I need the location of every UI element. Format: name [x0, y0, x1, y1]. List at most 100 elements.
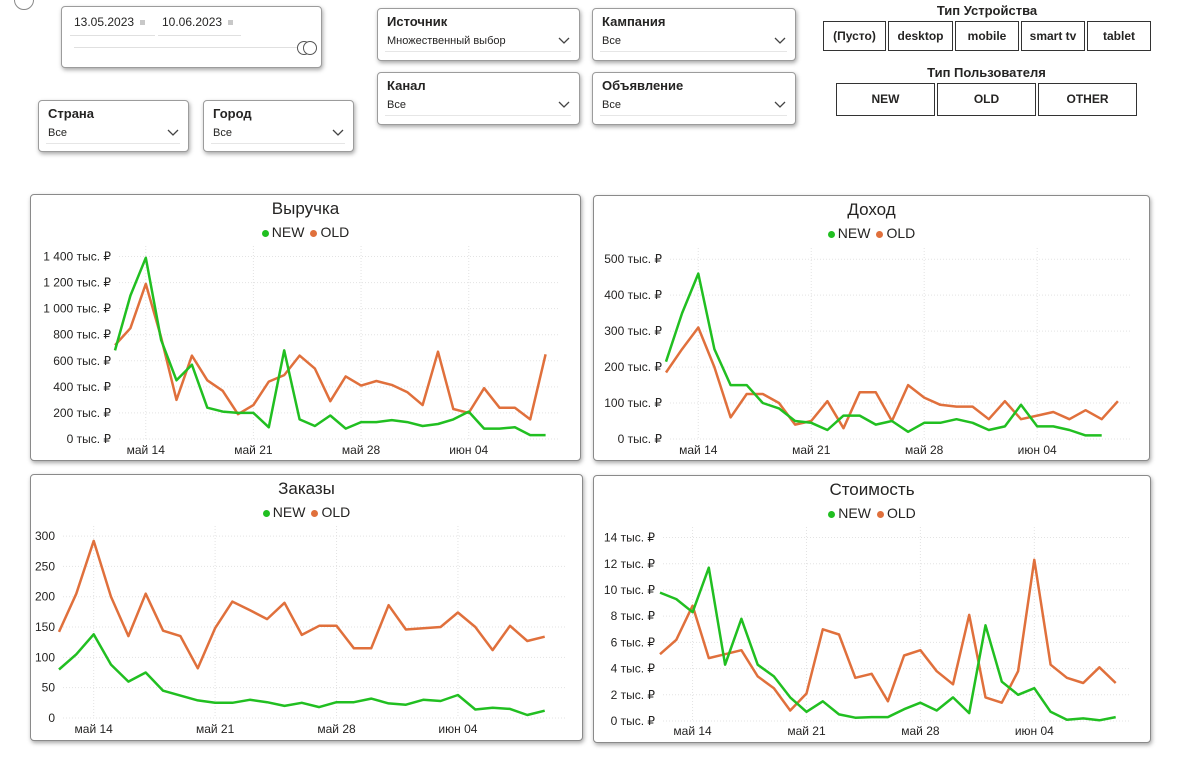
y-tick-label: 0 [48, 711, 55, 725]
slicer-title: Кампания [602, 14, 666, 29]
chevron-down-icon[interactable] [166, 125, 180, 139]
user-option-other[interactable]: OTHER [1038, 83, 1137, 116]
orders-chart[interactable]: Заказы NEW OLD май 14 май 21 май 28 июн 04 0 5… [30, 474, 583, 741]
x-tick-label: май 21 [792, 443, 831, 457]
legend-item-new[interactable]: NEW [261, 224, 304, 240]
slicer-title: Город [213, 106, 252, 121]
x-tick-label: май 28 [901, 724, 940, 738]
y-tick-label: 50 [42, 681, 56, 695]
slicer-title: Источник [387, 14, 448, 29]
start-date-field[interactable]: 13.05.2023 [70, 15, 155, 36]
series-line-old [659, 558, 1117, 712]
legend-label: OLD [886, 505, 916, 521]
y-tick-label: 6 тыс. ₽ [611, 635, 656, 649]
city-slicer[interactable]: Город Все [203, 100, 354, 152]
campaign-dropdown[interactable]: Все [600, 31, 787, 52]
source-dropdown[interactable]: Множественный выбор [385, 31, 571, 52]
chevron-down-icon[interactable] [773, 97, 787, 111]
chart-legend[interactable]: NEW OLD [31, 504, 582, 520]
legend-item-old[interactable]: OLD [310, 224, 349, 240]
y-tick-label: 800 тыс. ₽ [53, 328, 111, 342]
y-tick-label: 1 000 тыс. ₽ [43, 302, 111, 316]
calendar-icon[interactable] [140, 20, 146, 26]
series-line-new [58, 633, 545, 717]
legend-item-old[interactable]: OLD [876, 225, 915, 241]
y-tick-label: 14 тыс. ₽ [604, 531, 655, 545]
device-option-empty[interactable]: (Пусто) [823, 21, 886, 51]
device-option-desktop[interactable]: desktop [888, 21, 953, 51]
legend-item-new[interactable]: NEW [828, 505, 871, 521]
source-slicer[interactable]: Источник Множественный выбор [377, 8, 580, 61]
campaign-slicer[interactable]: Кампания Все [592, 8, 796, 61]
chart-legend[interactable]: NEW OLD [31, 224, 580, 240]
legend-item-new[interactable]: NEW [262, 504, 305, 520]
end-date: 10.06.2023 [162, 15, 223, 29]
y-tick-label: 400 тыс. ₽ [53, 380, 111, 394]
ad-slicer[interactable]: Объявление Все [592, 72, 796, 125]
chevron-down-icon[interactable] [557, 33, 571, 47]
slicer-title: Объявление [602, 78, 684, 93]
income-chart[interactable]: Доход NEW OLD май 14 май 21 май 28 июн 04 0 т… [593, 195, 1150, 461]
country-dropdown[interactable]: Все [46, 123, 180, 144]
country-slicer[interactable]: Страна Все [38, 100, 189, 152]
x-tick-label: май 28 [905, 443, 944, 457]
x-tick-label: июн 04 [1018, 443, 1057, 457]
dropdown-value: Все [213, 127, 232, 139]
legend-item-old[interactable]: OLD [311, 504, 350, 520]
series-line-new [659, 566, 1116, 722]
corner-icon [14, 0, 34, 10]
channel-dropdown[interactable]: Все [385, 95, 571, 116]
user-option-old[interactable]: OLD [937, 83, 1036, 116]
x-tick-label: май 28 [317, 722, 356, 736]
user-type-title: Тип Пользователя [927, 65, 1046, 80]
start-date: 13.05.2023 [74, 15, 135, 29]
slicer-title: Канал [387, 78, 426, 93]
line-plot: май 14 май 21 май 28 июн 04 0 тыс. ₽ 100 тыс.… [604, 248, 1132, 457]
chevron-down-icon[interactable] [773, 33, 787, 47]
legend-dot-new [261, 229, 269, 237]
legend-dot-new [828, 510, 836, 518]
y-tick-label: 300 тыс. ₽ [604, 324, 662, 338]
x-tick-label: май 14 [75, 722, 114, 736]
ad-dropdown[interactable]: Все [600, 95, 787, 116]
legend-label: OLD [320, 224, 350, 240]
legend-item-new[interactable]: NEW [827, 225, 870, 241]
calendar-icon[interactable] [228, 20, 234, 26]
cost-chart[interactable]: Стоимость NEW OLD май 14 май 21 май 28 июн 0… [593, 475, 1151, 743]
y-tick-label: 0 тыс. ₽ [618, 432, 663, 446]
chart-legend[interactable]: NEW OLD [594, 225, 1149, 241]
y-tick-label: 600 тыс. ₽ [53, 354, 111, 368]
legend-dot-old [876, 510, 884, 518]
y-tick-label: 4 тыс. ₽ [611, 662, 656, 676]
x-tick-label: май 14 [127, 443, 166, 457]
line-plot: май 14 май 21 май 28 июн 04 0 50 100 150 200 250 3… [35, 526, 565, 736]
device-option-smart-tv[interactable]: smart tv [1021, 21, 1085, 51]
series-line-new [113, 256, 546, 437]
device-option-tablet[interactable]: tablet [1087, 21, 1151, 51]
chevron-down-icon[interactable] [557, 97, 571, 111]
legend-item-old[interactable]: OLD [876, 505, 916, 521]
end-date-field[interactable]: 10.06.2023 [158, 15, 241, 36]
y-tick-label: 200 тыс. ₽ [53, 406, 111, 420]
device-type-title: Тип Устройства [936, 3, 1038, 18]
revenue-chart[interactable]: Выручка NEW OLD май 14 май 21 май 28 июн 04 0… [30, 194, 581, 461]
date-range-handle-end[interactable] [303, 41, 317, 55]
slicer-title: Страна [48, 106, 95, 121]
x-tick-label: май 14 [679, 443, 718, 457]
chart-legend[interactable]: NEW OLD [594, 505, 1150, 521]
dropdown-value: Все [602, 35, 621, 47]
legend-dot-new [827, 230, 835, 238]
x-tick-label: май 21 [234, 443, 273, 457]
device-option-mobile[interactable]: mobile [955, 21, 1019, 51]
date-slicer[interactable]: 13.05.2023 10.06.2023 [61, 6, 322, 68]
legend-dot-old [876, 230, 884, 238]
chevron-down-icon[interactable] [331, 125, 345, 139]
channel-slicer[interactable]: Канал Все [377, 72, 580, 125]
x-tick-label: май 21 [196, 722, 235, 736]
line-plot: май 14 май 21 май 28 июн 04 0 тыс. ₽ 200 тыс.… [43, 246, 559, 457]
user-option-new[interactable]: NEW [836, 83, 935, 116]
chart-title: Выручка [271, 199, 340, 218]
y-tick-label: 0 тыс. ₽ [611, 714, 656, 728]
city-dropdown[interactable]: Все [211, 123, 345, 144]
y-tick-label: 10 тыс. ₽ [604, 583, 655, 597]
